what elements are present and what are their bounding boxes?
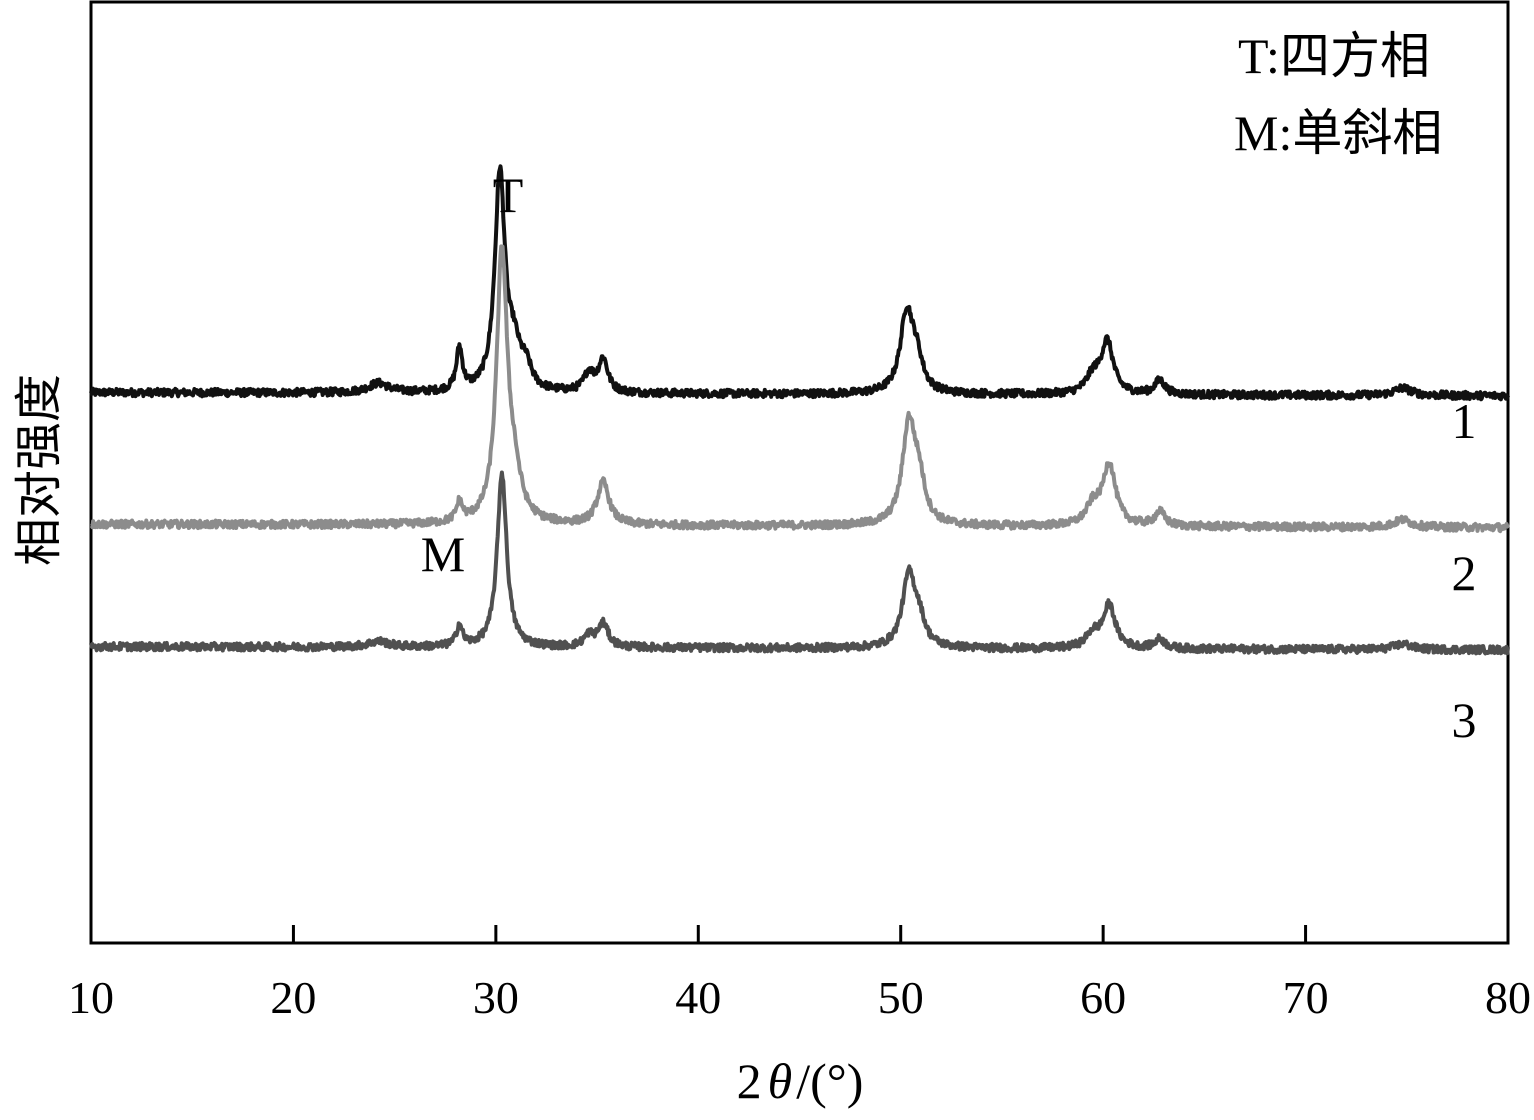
series-layer <box>89 164 1510 656</box>
x-tick-label: 50 <box>878 972 924 1023</box>
series-label-2: 2 <box>1452 545 1477 601</box>
x-axis-title: 2 θ/(°) <box>737 1053 864 1109</box>
series-line-3 <box>89 470 1510 656</box>
x-axis-title-unit: /(°) <box>796 1053 863 1109</box>
x-tick-label: 40 <box>675 972 721 1023</box>
annotation-m-peak: M <box>421 526 465 582</box>
plot-frame <box>89 0 1510 945</box>
y-axis-title: 相对强度 <box>13 374 66 566</box>
x-tick-label: 10 <box>68 972 114 1023</box>
x-tick-label: 80 <box>1485 972 1531 1023</box>
legend-line-tetragonal: T:四方相 <box>1238 28 1430 84</box>
series-label-1: 1 <box>1452 393 1477 449</box>
x-axis-title-number: 2 <box>737 1053 762 1109</box>
x-tick-label: 60 <box>1080 972 1126 1023</box>
x-axis-title-symbol: θ <box>768 1053 793 1109</box>
annotation-t-peak: T <box>493 167 524 223</box>
series-label-3: 3 <box>1452 692 1477 748</box>
series-line-2 <box>89 244 1510 534</box>
series-labels: 1 2 3 <box>1452 393 1477 748</box>
x-tick-label: 20 <box>270 972 316 1023</box>
x-axis-tick-labels: 10 20 30 40 50 60 70 80 <box>68 972 1531 1023</box>
series-line-1 <box>89 164 1510 402</box>
x-tick-label: 70 <box>1283 972 1329 1023</box>
legend-line-monoclinic: M:单斜相 <box>1234 105 1442 161</box>
x-axis-ticks <box>291 925 1308 943</box>
x-tick-label: 30 <box>473 972 519 1023</box>
